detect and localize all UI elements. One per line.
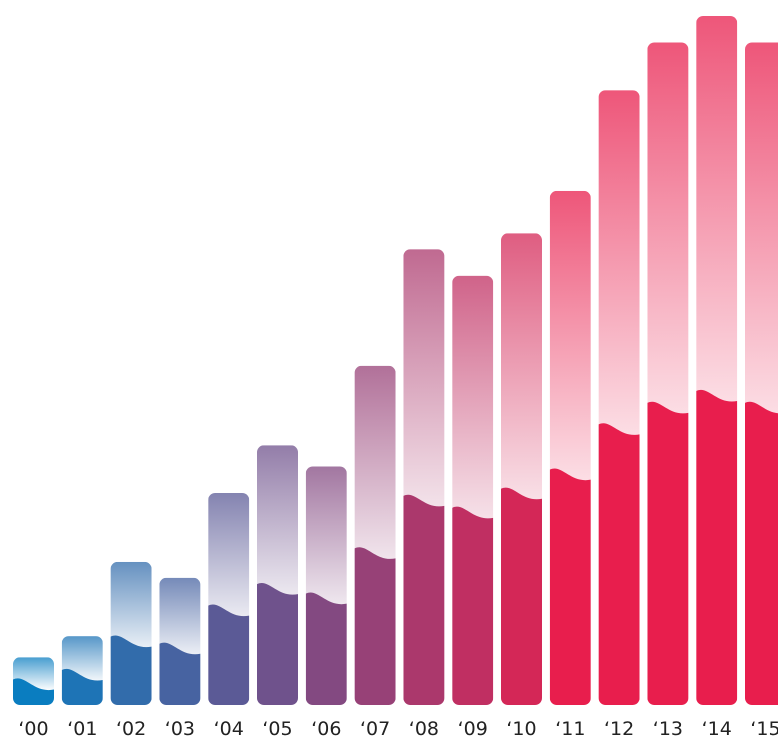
bar-6 <box>305 466 347 705</box>
bar-lower-fill <box>549 468 591 705</box>
bar-2 <box>110 561 152 705</box>
bar-lower-fill <box>354 547 396 705</box>
x-tick-label: ‘15 <box>750 718 778 740</box>
bar-lower-fill <box>745 401 778 705</box>
x-tick-label: ‘05 <box>262 718 292 740</box>
x-tick-labels: ‘00 ‘01 ‘02 ‘03 ‘04 ‘05 ‘06 ‘07 ‘08 ‘09 ‘10 ‘11 ‘12 ‘… <box>18 718 778 740</box>
bar-12 <box>598 90 640 705</box>
x-tick-label: ‘13 <box>653 718 683 740</box>
bar-lower-fill <box>13 678 54 705</box>
x-tick-label: ‘06 <box>311 718 341 740</box>
x-tick-label: ‘03 <box>165 718 195 740</box>
x-tick-label: ‘08 <box>409 718 439 740</box>
bar-lower-fill <box>305 592 347 705</box>
x-tick-label: ‘07 <box>360 718 390 740</box>
bar-11 <box>549 190 591 705</box>
bar-lower-fill <box>403 494 445 705</box>
bar-lower-fill <box>647 401 689 705</box>
bar-lower-fill <box>257 583 298 705</box>
bar-4 <box>208 493 250 705</box>
x-tick-label: ‘09 <box>458 718 488 740</box>
bar-5 <box>257 445 298 705</box>
x-tick-label: ‘11 <box>555 718 585 740</box>
x-tick-label: ‘14 <box>702 718 732 740</box>
bar-lower-fill <box>501 487 542 705</box>
x-tick-label: ‘01 <box>67 718 97 740</box>
bar-lower-fill <box>208 604 250 705</box>
bar-14 <box>696 16 738 705</box>
bar-lower-fill <box>159 642 201 705</box>
bar-1 <box>61 636 103 705</box>
bar-lower-fill <box>696 389 738 705</box>
x-tick-label: ‘00 <box>18 718 48 740</box>
bar-lower-fill <box>598 423 640 705</box>
bar-lower-fill <box>452 506 494 705</box>
x-tick-label: ‘10 <box>506 718 536 740</box>
bar-10 <box>501 233 542 706</box>
x-tick-label: ‘04 <box>214 718 244 740</box>
bar-8 <box>403 249 445 705</box>
bars-group <box>13 16 778 706</box>
x-tick-label: ‘02 <box>116 718 146 740</box>
bar-0 <box>13 657 54 705</box>
bar-lower-fill <box>110 635 152 705</box>
bar-7 <box>354 365 396 705</box>
bar-lower-fill <box>61 668 103 705</box>
bar-15 <box>745 42 778 705</box>
x-tick-label: ‘12 <box>604 718 634 740</box>
bar-9 <box>452 275 494 705</box>
bar-3 <box>159 577 201 705</box>
bar-13 <box>647 42 689 705</box>
